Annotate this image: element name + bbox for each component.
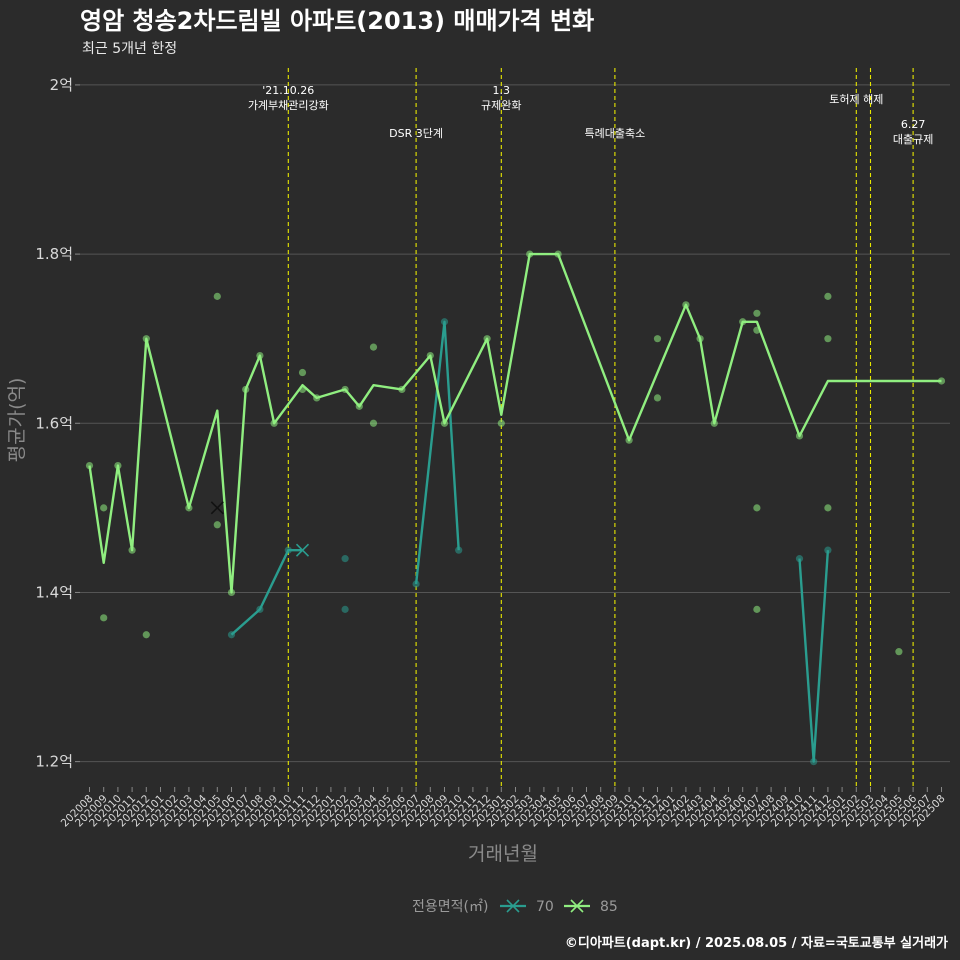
data-point-70 bbox=[341, 555, 349, 563]
event-label: '21.10.26 가계부채관리강화 bbox=[248, 84, 329, 112]
data-point-70 bbox=[455, 546, 463, 554]
event-label: 1.3 규제완화 bbox=[481, 84, 521, 112]
series-line-70 bbox=[414, 320, 460, 585]
x-marker-70 bbox=[295, 543, 310, 557]
event-label: DSR 3단계 bbox=[389, 127, 443, 140]
data-point-85 bbox=[142, 335, 150, 343]
data-point-85 bbox=[554, 250, 562, 258]
y-tick-label: 1.2억 bbox=[35, 753, 73, 771]
chart-subtitle: 최근 5개년 한정 bbox=[82, 41, 177, 57]
data-point-85 bbox=[653, 394, 662, 402]
data-point-85 bbox=[114, 461, 122, 470]
data-point-70 bbox=[284, 546, 292, 554]
y-tick-label: 1.4억 bbox=[35, 583, 73, 601]
series-line-85 bbox=[88, 252, 942, 594]
data-point-85 bbox=[937, 377, 946, 385]
data-point-85 bbox=[497, 419, 505, 427]
data-point-70 bbox=[824, 546, 832, 554]
data-point-85 bbox=[625, 436, 633, 444]
data-point-85 bbox=[85, 461, 94, 470]
data-point-85 bbox=[142, 631, 150, 639]
data-point-85 bbox=[824, 292, 832, 300]
data-point-70 bbox=[412, 580, 420, 588]
legend-marker-85 bbox=[570, 899, 584, 913]
event-label: 6.27 대출규제 bbox=[893, 118, 933, 146]
data-point-85 bbox=[653, 335, 662, 343]
data-point-85 bbox=[100, 614, 108, 622]
data-point-85 bbox=[824, 335, 832, 343]
plot-area: 1.2억1.4억1.6억1.8억2억2020082020092020102020… bbox=[35, 68, 950, 829]
data-point-85 bbox=[440, 419, 449, 427]
data-point-85 bbox=[213, 521, 221, 529]
data-point-85 bbox=[341, 385, 349, 394]
data-point-70 bbox=[256, 605, 264, 613]
data-point-85 bbox=[739, 318, 747, 326]
chart-title: 영암 청송2차드림빌 아파트(2013) 매매가격 변화 bbox=[80, 7, 594, 35]
data-point-85 bbox=[710, 419, 718, 427]
series-line-70 bbox=[230, 549, 303, 636]
data-point-85 bbox=[100, 504, 108, 512]
data-point-85 bbox=[369, 419, 378, 427]
data-point-85 bbox=[128, 546, 136, 554]
data-point-85 bbox=[426, 352, 434, 360]
data-point-85 bbox=[824, 504, 832, 512]
data-point-85 bbox=[313, 394, 321, 402]
event-label: 특례대출축소 bbox=[585, 127, 646, 140]
y-tick-label: 1.6억 bbox=[35, 414, 73, 432]
legend: 전용면적(㎡) 70 85 bbox=[412, 899, 618, 915]
series-line-70 bbox=[798, 550, 830, 763]
data-point-85 bbox=[753, 309, 761, 317]
data-point-85 bbox=[682, 301, 690, 309]
y-axis-title: 평균가(억) bbox=[6, 378, 28, 463]
data-point-85 bbox=[256, 352, 264, 360]
data-point-85 bbox=[696, 335, 704, 343]
data-point-85 bbox=[298, 368, 307, 377]
data-point-85 bbox=[355, 402, 363, 410]
legend-label-70: 70 bbox=[536, 899, 554, 915]
y-tick-label: 2억 bbox=[50, 76, 73, 94]
data-point-70 bbox=[440, 318, 449, 326]
data-point-85 bbox=[270, 419, 278, 427]
data-point-85 bbox=[753, 326, 761, 334]
legend-title: 전용면적(㎡) bbox=[412, 899, 488, 915]
data-point-85 bbox=[795, 432, 804, 440]
data-point-85 bbox=[895, 648, 903, 656]
data-point-85 bbox=[227, 588, 236, 597]
legend-label-85: 85 bbox=[600, 899, 618, 915]
legend-marker-70 bbox=[506, 899, 520, 913]
data-point-85 bbox=[753, 605, 761, 613]
y-tick-label: 1.8억 bbox=[35, 245, 73, 263]
data-point-85 bbox=[213, 292, 221, 300]
data-point-85 bbox=[185, 504, 193, 512]
source-caption: ©디아파트(dapt.kr) / 2025.08.05 / 자료=국토교통부 실… bbox=[565, 935, 948, 951]
data-point-70 bbox=[810, 758, 818, 766]
data-point-85 bbox=[298, 385, 307, 394]
event-label: 토허제 해제 bbox=[829, 92, 883, 106]
data-point-85 bbox=[398, 385, 406, 394]
data-point-85 bbox=[753, 504, 761, 512]
data-point-85 bbox=[242, 385, 250, 394]
data-point-85 bbox=[526, 250, 534, 258]
data-point-85 bbox=[483, 335, 491, 343]
data-point-70 bbox=[341, 605, 349, 613]
data-point-70 bbox=[795, 555, 804, 563]
data-point-70 bbox=[227, 631, 236, 639]
data-point-85 bbox=[369, 343, 378, 351]
x-marker-85 bbox=[210, 501, 224, 515]
x-axis-title: 거래년월 bbox=[468, 843, 538, 865]
